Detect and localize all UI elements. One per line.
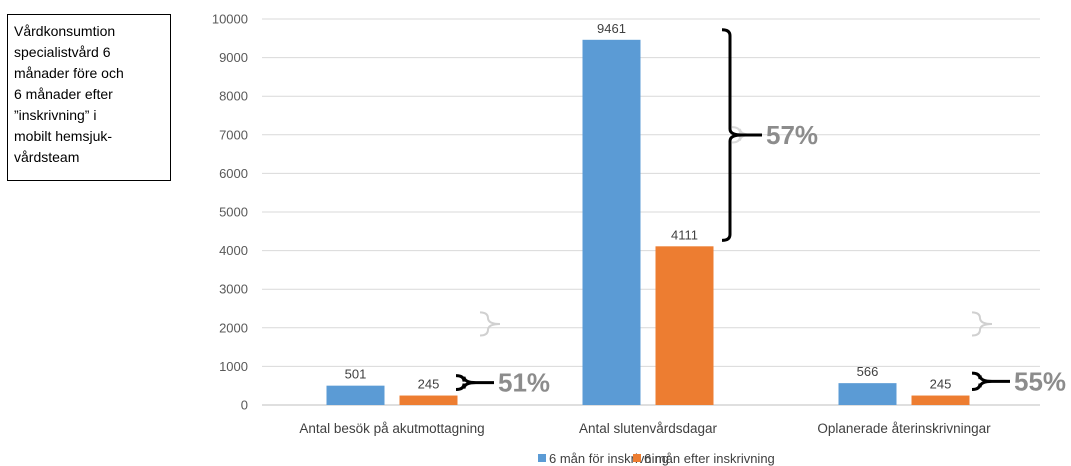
bracket <box>455 374 477 392</box>
x-tick-label: Antal slutenvårdsdagar <box>579 421 718 436</box>
bar <box>911 395 970 405</box>
y-tick-label: 3000 <box>219 282 248 297</box>
data-label: 9461 <box>597 21 626 36</box>
bracket <box>479 311 501 337</box>
bar <box>838 383 897 405</box>
x-tick-label: Oplanerade återinskrivningar <box>817 421 991 436</box>
y-tick-label: 1000 <box>219 359 248 374</box>
data-label: 245 <box>418 377 440 392</box>
x-axis: Antal besök på akutmottagning Antal slute… <box>299 421 991 436</box>
bars <box>326 39 970 406</box>
bar <box>399 395 458 405</box>
y-tick-label: 10000 <box>212 12 248 27</box>
y-tick-label: 8000 <box>219 89 248 104</box>
legend-swatch <box>633 454 641 462</box>
legend-swatch <box>538 454 546 462</box>
bar <box>655 246 714 405</box>
percent-annotation: 51% <box>498 368 550 398</box>
data-label: 4111 <box>671 227 698 242</box>
y-tick-label: 7000 <box>219 127 248 142</box>
data-label: 566 <box>857 364 879 379</box>
percent-annotation: 57% <box>766 120 818 150</box>
y-axis: 0 1000 2000 3000 4000 5000 6000 7000 8000 9000 100… <box>212 12 248 413</box>
data-label: 245 <box>930 377 952 392</box>
percent-annotation: 55% <box>1014 366 1066 396</box>
bracket <box>971 371 993 392</box>
reduction-brackets: 51% 57% 55% <box>455 28 1066 398</box>
bar <box>326 385 385 405</box>
gridlines <box>262 18 1040 406</box>
y-tick-label: 9000 <box>219 50 248 65</box>
x-tick-label: Antal besök på akutmottagning <box>299 421 484 436</box>
y-tick-label: 2000 <box>219 320 248 335</box>
y-tick-label: 0 <box>241 398 248 413</box>
legend-label: 6 mån efter inskrivning <box>644 451 775 466</box>
y-tick-label: 6000 <box>219 166 248 181</box>
bar <box>582 39 641 406</box>
y-tick-label: 5000 <box>219 205 248 220</box>
bracket <box>971 311 993 337</box>
y-tick-label: 4000 <box>219 243 248 258</box>
data-labels: 501 245 9461 4111 566 245 <box>345 21 952 392</box>
data-label: 501 <box>345 367 367 382</box>
description-box: Vårdkonsumtion specialistvård 6 månader … <box>7 14 171 181</box>
